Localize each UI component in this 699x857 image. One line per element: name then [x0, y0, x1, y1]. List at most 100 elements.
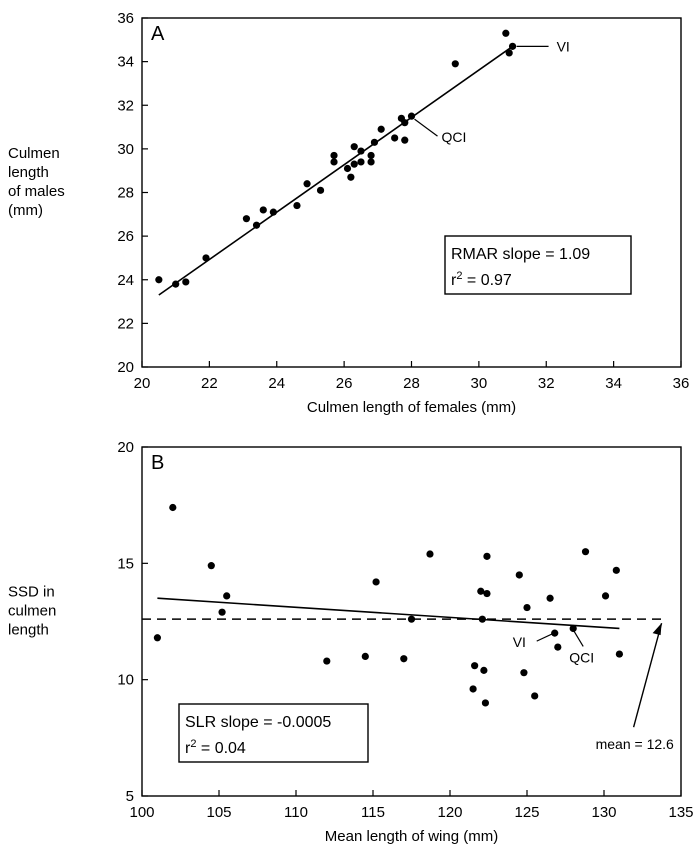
x-tick-label: 135: [668, 804, 693, 821]
y-axis-label-line: SSD in: [8, 584, 55, 601]
annotation-leader: [536, 633, 552, 642]
data-point: [330, 151, 338, 160]
data-point: [401, 136, 409, 144]
annotation-label: VI: [557, 38, 570, 54]
x-tick-label: 32: [538, 375, 555, 392]
data-point: [347, 173, 355, 181]
x-tick-label: 26: [336, 375, 353, 392]
data-point: [223, 592, 231, 600]
data-point: [391, 134, 399, 142]
plot-frame: [141, 17, 682, 368]
x-tick-label: 130: [591, 804, 616, 821]
panel-letter: B: [151, 452, 164, 474]
mean-arrow: [632, 622, 663, 728]
data-point: [367, 151, 375, 160]
x-tick-label: 20: [134, 375, 151, 392]
y-tick-label: 10: [117, 672, 134, 689]
x-tick-label: 125: [514, 804, 539, 821]
data-point: [471, 662, 479, 670]
data-point: [505, 49, 513, 57]
data-point: [569, 624, 577, 633]
data-point: [483, 552, 491, 560]
y-tick-label: 26: [117, 228, 134, 245]
data-point: [502, 29, 510, 37]
mean-label: mean = 12.6: [596, 736, 674, 752]
data-point: [478, 615, 486, 623]
regression-line: [157, 597, 620, 630]
data-point: [202, 254, 210, 262]
data-point: [343, 164, 352, 173]
data-point: [182, 278, 190, 286]
annotation-leader: [573, 631, 584, 647]
data-point: [361, 652, 369, 661]
data-point: [372, 578, 380, 586]
data-point: [303, 180, 311, 188]
data-point: [601, 592, 610, 600]
regression-line: [158, 45, 514, 296]
data-point: [153, 634, 161, 642]
data-point: [207, 562, 215, 570]
data-point: [350, 143, 358, 151]
y-axis-label-line: (mm): [8, 202, 43, 219]
data-point: [252, 221, 261, 229]
x-tick-label: 100: [129, 804, 154, 821]
data-point: [169, 503, 177, 512]
y-tick-label: 24: [117, 272, 134, 289]
data-point: [615, 650, 624, 658]
data-point: [155, 276, 163, 284]
y-tick-label: 36: [117, 10, 134, 27]
x-axis-label: Mean length of wing (mm): [325, 828, 498, 845]
x-tick-label: 30: [471, 375, 488, 392]
annotation-label: QCI: [569, 649, 594, 665]
data-point: [323, 657, 331, 665]
x-tick-label: 22: [201, 375, 218, 392]
mean-arrow-head: [652, 623, 662, 636]
y-tick-label: 5: [126, 788, 134, 805]
data-point: [483, 589, 491, 598]
data-point: [242, 215, 251, 223]
stats-text: SLR slope = -0.0005: [185, 714, 331, 731]
data-point: [401, 119, 409, 127]
stats-text: r2 = 0.97: [451, 270, 512, 289]
data-point: [469, 685, 477, 693]
stats-box: [444, 235, 632, 295]
y-tick-label: 22: [117, 315, 134, 332]
stats-text: r2 = 0.04: [185, 738, 246, 757]
x-tick-label: 110: [284, 804, 308, 821]
panel-b: 100 105 110 115 120 125 130 135 5 10 15 20 Mean leng…: [8, 439, 694, 845]
data-point: [367, 158, 375, 166]
y-axis-label-line: culmen: [8, 603, 56, 620]
x-tick-label: 24: [268, 375, 285, 392]
data-point: [554, 643, 562, 651]
data-point: [546, 594, 554, 602]
data-point: [407, 615, 416, 623]
data-point: [481, 699, 490, 707]
annotation-label: VI: [513, 634, 526, 650]
x-tick-label: 105: [206, 804, 231, 821]
y-axis-label-line: length: [8, 164, 49, 181]
data-point: [350, 160, 358, 168]
data-point: [581, 548, 590, 556]
x-tick-label: 36: [673, 375, 690, 392]
data-point: [269, 208, 277, 216]
y-axis-label-line: length: [8, 622, 49, 639]
y-axis-label-line: Culmen: [8, 145, 60, 162]
panel-letter: A: [151, 23, 165, 45]
data-point: [400, 655, 408, 663]
stats-box: [178, 703, 369, 763]
data-point: [357, 158, 365, 166]
data-point: [330, 158, 338, 166]
data-point: [451, 60, 459, 68]
data-point: [480, 666, 488, 674]
data-point: [612, 566, 620, 574]
data-point: [172, 280, 180, 288]
y-tick-label: 20: [117, 359, 134, 376]
y-tick-label: 15: [117, 555, 134, 572]
y-tick-label: 34: [117, 54, 134, 71]
plot-frame: [141, 446, 682, 797]
data-point: [477, 587, 485, 595]
data-point: [218, 608, 226, 616]
x-tick-label: 34: [605, 375, 622, 392]
x-tick-label: 120: [437, 804, 462, 821]
